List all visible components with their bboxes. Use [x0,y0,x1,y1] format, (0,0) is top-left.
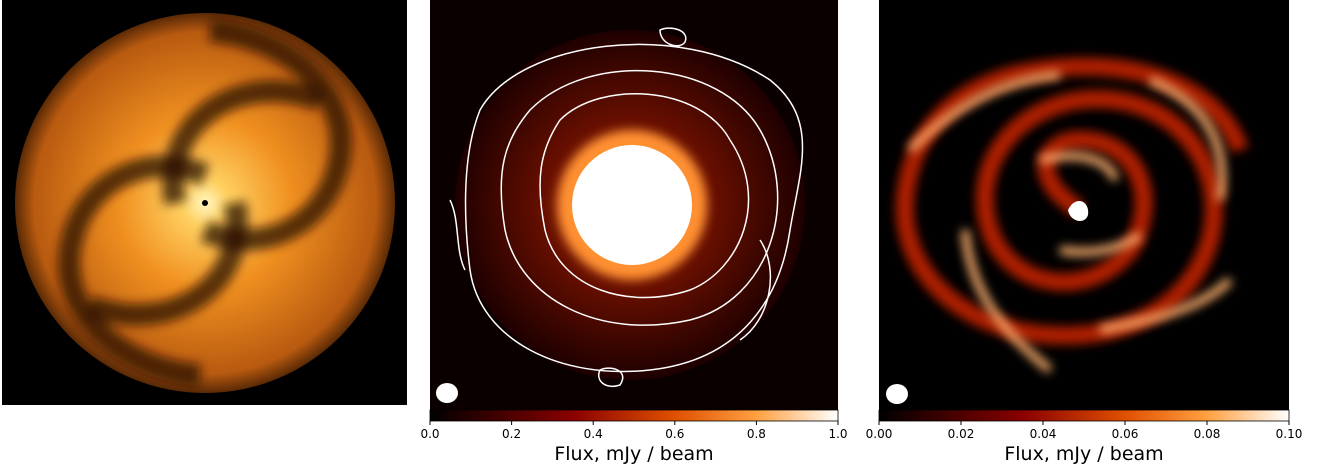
tick-label: 0.8 [747,427,766,441]
tick-label: 0.08 [1194,427,1221,441]
axis-label: Flux, mJy / beam [554,443,713,465]
tick-label: 0.10 [1276,427,1303,441]
colorbar [429,409,839,422]
tick-label: 0.02 [948,427,975,441]
contour-image [430,0,838,410]
tick-label: 1.0 [828,427,847,441]
tick-label: 0.06 [1112,427,1139,441]
galaxy-image [2,0,407,405]
tick-label: 0.6 [665,427,684,441]
tick-label: 0.0 [420,427,439,441]
axis-label: Flux, mJy / beam [1004,443,1163,465]
tick-label: 0.00 [866,427,893,441]
colorbar [878,409,1290,422]
tick-label: 0.04 [1030,427,1057,441]
residual-image [879,0,1289,410]
tick-label: 0.4 [584,427,603,441]
tick-label: 0.2 [502,427,521,441]
